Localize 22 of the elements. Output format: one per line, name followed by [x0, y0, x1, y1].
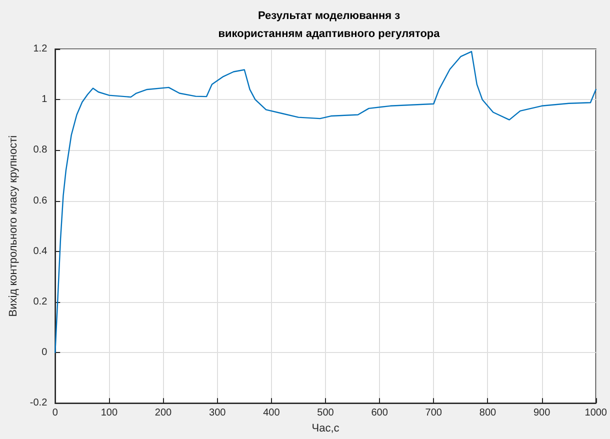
x-tick-label: 600 — [371, 408, 388, 419]
y-axis-title: Вихід контрольного класу крупності — [8, 135, 20, 317]
y-tick-label: -0.2 — [30, 398, 48, 409]
y-tick-label: 1 — [42, 94, 48, 106]
y-tick-label: 0.8 — [33, 144, 48, 156]
x-tick-label: 1000 — [584, 408, 608, 419]
x-tick-label: 400 — [263, 408, 280, 419]
x-tick-label: 0 — [52, 408, 58, 419]
x-tick-label: 800 — [479, 408, 497, 419]
x-axis-title: Час,с — [312, 422, 340, 434]
chart-title: Результат моделювання з використанням адаптивного регулятора — [218, 10, 441, 40]
x-tick-label: 700 — [425, 408, 442, 419]
x-tick-label: 100 — [100, 408, 118, 419]
y-tick-label: 1.2 — [33, 44, 48, 54]
x-tick-label: 900 — [533, 408, 551, 419]
y-tick-label: 0.4 — [33, 246, 48, 257]
x-tick-label: 200 — [154, 408, 172, 419]
x-tick-label: 500 — [317, 408, 334, 419]
x-tick-label: 300 — [209, 408, 226, 419]
y-tick-label: 0.6 — [33, 195, 48, 206]
y-tick-label: 0.2 — [33, 296, 48, 308]
y-tick-label: 0 — [42, 347, 48, 358]
